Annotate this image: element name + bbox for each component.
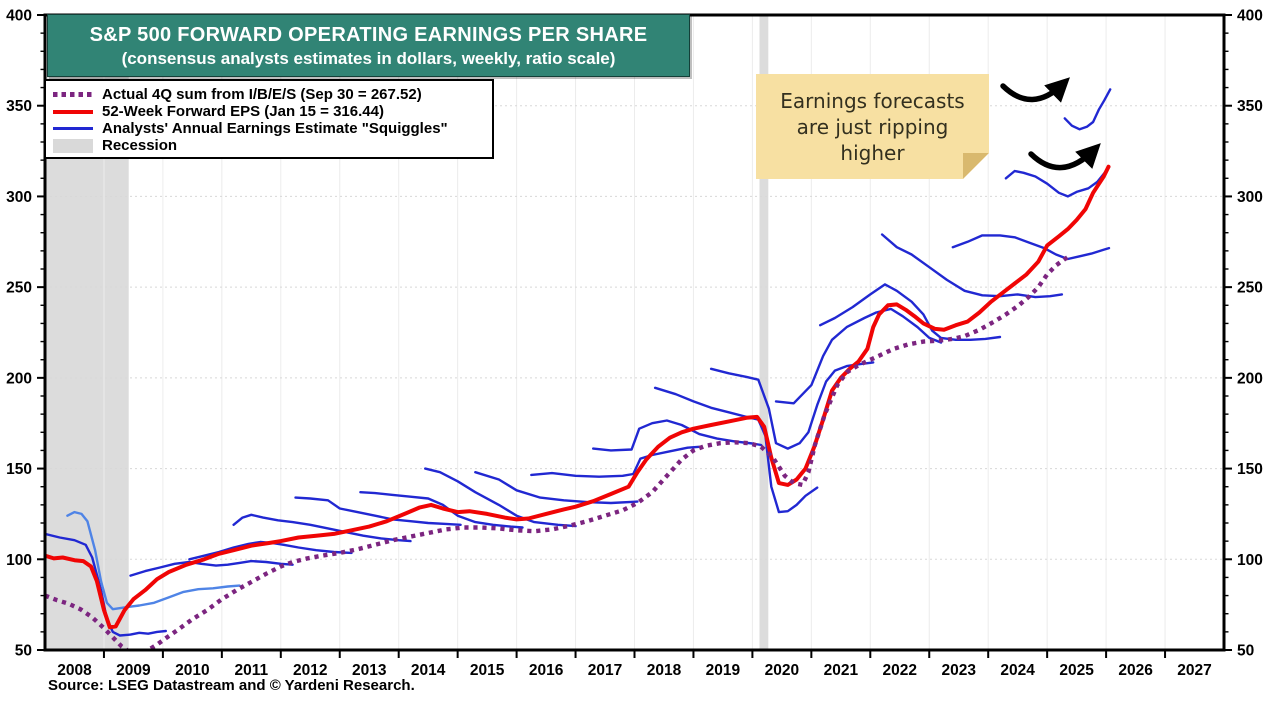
x-axis-year-label: 2023 xyxy=(941,662,976,679)
x-axis-year-label: 2024 xyxy=(1000,662,1035,679)
x-axis-year-label: 2020 xyxy=(765,662,799,679)
series-sq2023 xyxy=(819,283,1002,341)
recession-band xyxy=(759,15,769,650)
x-axis-year-label: 2011 xyxy=(235,662,269,679)
y-axis-label-right: 250 xyxy=(1237,280,1263,297)
series-sq2027 xyxy=(1063,88,1112,131)
axis-ticks-labels: 50 50 100 100 150 150 200 200 250 250 300 300 350 350… xyxy=(6,8,1263,680)
legend-label: Actual 4Q sum from I/B/E/S (Sep 30 = 267… xyxy=(102,86,422,103)
y-axis-label-left: 300 xyxy=(6,189,32,206)
y-axis-label-right: 300 xyxy=(1237,189,1263,206)
y-axis-label-right: 400 xyxy=(1237,8,1263,25)
x-axis-year-label: 2015 xyxy=(470,662,505,679)
chart-title: S&P 500 FORWARD OPERATING EARNINGS PER S… xyxy=(89,23,648,46)
series-sq2011 xyxy=(129,559,294,577)
x-axis-year-label: 2012 xyxy=(293,662,327,679)
x-axis-year-label: 2018 xyxy=(647,662,682,679)
x-axis-year-label: 2008 xyxy=(57,662,92,679)
y-axis-label-right: 350 xyxy=(1237,98,1263,115)
x-axis-year-label: 2010 xyxy=(175,662,209,679)
chart-title-box: S&P 500 FORWARD OPERATING EARNINGS PER S… xyxy=(47,14,690,77)
annotation-text-line: Earnings forecasts xyxy=(780,88,965,113)
x-axis-year-label: 2017 xyxy=(588,662,622,679)
y-axis-label-left: 250 xyxy=(6,280,32,297)
series-sq2024 xyxy=(880,233,1064,299)
annotation-note: Earnings forecasts are just ripping higher xyxy=(756,74,989,179)
chart-subtitle: (consensus analysts estimates in dollars… xyxy=(121,48,616,68)
y-axis-label-left: 150 xyxy=(6,461,32,478)
series-actual xyxy=(45,253,1072,650)
series-sq2016 xyxy=(424,467,577,528)
y-axis-label-left: 100 xyxy=(6,552,32,569)
arrow-annotations xyxy=(1000,77,1101,171)
series-sq2022 xyxy=(774,307,943,405)
series-lines xyxy=(45,88,1112,650)
legend-swatch-gray-box xyxy=(53,138,93,153)
x-axis-year-label: 2016 xyxy=(529,662,564,679)
legend-item: Recession xyxy=(53,137,486,154)
legend-swatch-blue-line xyxy=(53,127,93,130)
series-sq2017 xyxy=(474,471,639,505)
y-axis-label-right: 100 xyxy=(1237,552,1263,569)
legend-label: Analysts' Annual Earnings Estimate "Squi… xyxy=(102,120,448,137)
legend-item: Analysts' Annual Earnings Estimate "Squi… xyxy=(53,120,486,137)
series-forward xyxy=(45,164,1111,630)
x-axis-year-label: 2019 xyxy=(706,662,741,679)
series-sq2018 xyxy=(530,445,701,478)
curved-up-arrow-icon xyxy=(1000,77,1070,103)
series-sq2015 xyxy=(359,491,524,529)
legend-label: Recession xyxy=(102,137,178,154)
x-axis-year-label: 2021 xyxy=(824,662,859,679)
legend-label: 52-Week Forward EPS (Jan 15 = 316.44) xyxy=(102,103,384,120)
curved-up-arrow-icon xyxy=(1028,143,1101,171)
x-axis-year-label: 2027 xyxy=(1177,662,1211,679)
series-sq2025 xyxy=(951,234,1111,261)
source-credit: Source: LSEG Datastream and © Yardeni Re… xyxy=(48,677,415,694)
legend-item: 52-Week Forward EPS (Jan 15 = 316.44) xyxy=(53,103,486,120)
x-axis-year-label: 2013 xyxy=(352,662,387,679)
series-sq2020 xyxy=(653,386,819,514)
series-sq2026 xyxy=(1004,166,1111,198)
y-axis-label-right: 150 xyxy=(1237,461,1263,478)
x-axis-year-label: 2009 xyxy=(116,662,151,679)
x-axis-year-label: 2025 xyxy=(1059,662,1094,679)
x-axis-year-label: 2014 xyxy=(411,662,446,679)
x-axis-year-label: 2022 xyxy=(883,662,917,679)
y-axis-label-right: 200 xyxy=(1237,370,1263,387)
legend-swatch-dotted-purple xyxy=(53,92,93,97)
y-axis-label-left: 50 xyxy=(15,643,32,660)
series-sq2013 xyxy=(232,513,412,543)
legend-swatch-red-line xyxy=(53,109,93,114)
annotation-text-line: higher xyxy=(840,140,905,165)
y-axis-label-left: 400 xyxy=(6,8,32,25)
series-sq2014 xyxy=(294,496,462,526)
legend-box: Actual 4Q sum from I/B/E/S (Sep 30 = 267… xyxy=(44,79,494,159)
y-axis-label-left: 200 xyxy=(6,370,32,387)
x-axis-year-label: 2026 xyxy=(1118,662,1153,679)
series-sq2021 xyxy=(709,361,875,450)
legend-item: Actual 4Q sum from I/B/E/S (Sep 30 = 267… xyxy=(53,86,486,103)
annotation-text-line: are just ripping xyxy=(796,114,949,139)
y-axis-label-right: 50 xyxy=(1237,643,1254,660)
y-axis-label-left: 350 xyxy=(6,98,32,115)
